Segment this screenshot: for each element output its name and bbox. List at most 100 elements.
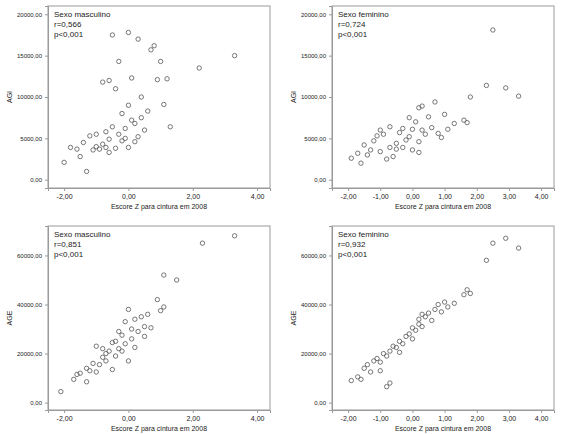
point xyxy=(407,115,411,119)
point xyxy=(359,161,363,165)
y-tick-label: 40000,00 xyxy=(301,302,327,308)
x-tick-mark xyxy=(64,188,65,191)
y-axis: 0,0020000,0040000,0060000,00 xyxy=(301,227,333,411)
point xyxy=(433,100,437,104)
point xyxy=(117,329,121,333)
y-tick-mark xyxy=(45,354,48,355)
annotation: r=0,932 xyxy=(338,240,366,249)
point xyxy=(133,345,137,349)
x-tick-label: 4,00 xyxy=(535,193,549,200)
x-tick: -2,00 xyxy=(57,188,73,200)
point xyxy=(436,302,440,306)
y-tick: 60000,00 xyxy=(17,253,48,259)
x-axis: -2,000,002,004,00 xyxy=(49,410,271,422)
point xyxy=(107,78,111,82)
x-tick-mark xyxy=(477,410,478,413)
x-tick: 1,00 xyxy=(438,410,452,422)
y-axis: 0,0020000,0040000,0060000,00 xyxy=(17,227,49,411)
x-tick-label: 4,00 xyxy=(535,415,549,422)
annotation: p<0,001 xyxy=(338,30,368,39)
points xyxy=(349,28,521,166)
x-tick-mark xyxy=(257,188,258,191)
y-tick: 15000,00 xyxy=(301,53,332,59)
point xyxy=(91,361,95,365)
point xyxy=(426,311,430,315)
y-tick-mark xyxy=(329,138,332,139)
point xyxy=(113,146,117,150)
annotation: p<0,001 xyxy=(54,250,84,259)
point xyxy=(384,157,388,161)
x-tick-label: 3,00 xyxy=(503,415,517,422)
point xyxy=(484,83,488,87)
point xyxy=(162,102,166,106)
x-tick-mark xyxy=(380,410,381,413)
point xyxy=(117,132,121,136)
x-tick-mark xyxy=(348,188,349,191)
panel-title: Sexo feminino xyxy=(338,10,389,19)
point xyxy=(420,312,424,316)
point xyxy=(375,134,379,138)
point xyxy=(378,360,382,364)
y-tick-label: 0,00 xyxy=(314,400,326,406)
x-tick-label: 0,00 xyxy=(406,415,420,422)
x-axis-title: Escore Z para cintura em 2008 xyxy=(395,425,491,433)
y-tick: 0,00 xyxy=(314,400,332,406)
point xyxy=(162,305,166,309)
point xyxy=(356,151,360,155)
point xyxy=(120,349,124,353)
x-tick: 1,00 xyxy=(438,188,452,200)
point xyxy=(139,95,143,99)
point xyxy=(113,87,117,91)
x-tick-label: 1,00 xyxy=(438,415,452,422)
y-tick-label: 60000,00 xyxy=(17,253,43,259)
point xyxy=(136,37,140,41)
point xyxy=(158,59,162,63)
point xyxy=(442,300,446,304)
plot-frame xyxy=(48,226,270,410)
point xyxy=(391,154,395,158)
y-tick: 40000,00 xyxy=(301,302,332,308)
x-tick: 4,00 xyxy=(535,188,549,200)
y-tick-mark xyxy=(45,56,48,57)
point xyxy=(75,147,79,151)
points xyxy=(59,234,237,394)
point xyxy=(397,130,401,134)
point xyxy=(100,80,104,84)
point xyxy=(126,307,130,311)
point xyxy=(120,333,124,337)
point xyxy=(349,156,353,160)
x-tick: 0,00 xyxy=(406,188,420,200)
y-tick: 5000,00 xyxy=(20,136,48,142)
x-tick-mark xyxy=(412,188,413,191)
x-tick: 2,00 xyxy=(470,410,484,422)
point xyxy=(365,362,369,366)
point xyxy=(113,339,117,343)
point xyxy=(442,112,446,116)
y-tick-label: 10000,00 xyxy=(301,94,327,100)
point xyxy=(362,366,366,370)
point xyxy=(420,324,424,328)
point xyxy=(401,126,405,130)
point xyxy=(362,143,366,147)
point xyxy=(516,246,520,250)
point xyxy=(133,317,137,321)
point xyxy=(107,137,111,141)
annotation: p<0,001 xyxy=(338,250,368,259)
point xyxy=(200,241,204,245)
point xyxy=(401,342,405,346)
point xyxy=(126,30,130,34)
point xyxy=(384,384,388,388)
point xyxy=(436,131,440,135)
point xyxy=(410,337,414,341)
x-tick: 4,00 xyxy=(251,188,265,200)
x-tick-mark xyxy=(541,188,542,191)
x-tick-mark xyxy=(257,410,258,413)
point xyxy=(152,44,156,48)
x-tick-label: 2,00 xyxy=(186,415,200,422)
point xyxy=(129,337,133,341)
y-tick-mark xyxy=(45,138,48,139)
point xyxy=(439,310,443,314)
point xyxy=(439,135,443,139)
point xyxy=(129,327,133,331)
x-tick-mark xyxy=(64,410,65,413)
